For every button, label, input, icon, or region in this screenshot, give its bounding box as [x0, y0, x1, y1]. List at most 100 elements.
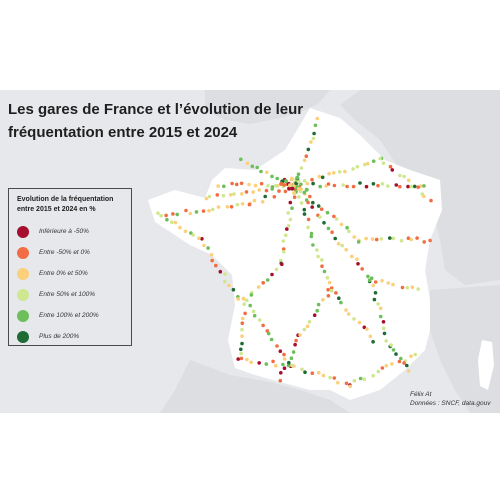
- station-dot: [416, 185, 421, 189]
- station-dot: [315, 308, 320, 313]
- map-title: Les gares de France et l’évolution de le…: [8, 101, 304, 141]
- station-dot: [287, 360, 291, 365]
- station-dot: [368, 334, 373, 339]
- station-dot: [244, 190, 249, 194]
- station-dot: [326, 287, 330, 292]
- station-dot: [247, 202, 252, 207]
- station-dot: [303, 370, 307, 375]
- station-dot: [211, 207, 215, 212]
- station-dot: [261, 323, 265, 328]
- station-dot: [271, 359, 275, 364]
- station-dot: [381, 320, 386, 324]
- station-dot: [365, 161, 370, 166]
- station-dot: [292, 191, 297, 196]
- station-dot: [334, 291, 338, 295]
- station-dot: [288, 200, 293, 205]
- station-dot: [407, 178, 411, 183]
- station-dot: [351, 184, 356, 189]
- station-dot: [339, 222, 344, 227]
- legend-label: Plus de 200%: [39, 333, 80, 340]
- station-dot: [352, 317, 356, 321]
- station-dot: [277, 189, 281, 193]
- station-dot: [310, 177, 314, 182]
- station-dot: [299, 166, 304, 170]
- station-dot: [394, 183, 399, 187]
- station-dot: [281, 362, 285, 367]
- station-dot: [300, 367, 304, 372]
- station-dot: [231, 287, 236, 292]
- station-dot: [386, 281, 391, 285]
- station-dot: [251, 309, 256, 314]
- station-dot: [230, 181, 234, 186]
- station-dot: [207, 194, 212, 199]
- station-dot: [209, 253, 214, 257]
- station-dot: [316, 254, 320, 259]
- station-dot: [201, 209, 206, 213]
- credits-source: Données : SNCF, data.gouv: [410, 400, 491, 407]
- stations-layer: [156, 116, 433, 389]
- station-dot: [251, 190, 255, 194]
- legend-swatch: [17, 309, 29, 322]
- station-dot: [159, 213, 163, 218]
- station-dot: [282, 366, 287, 371]
- station-dot: [326, 294, 331, 298]
- station-dot: [321, 298, 325, 302]
- station-dot: [269, 337, 274, 342]
- station-dot: [311, 243, 315, 247]
- station-dot: [293, 342, 297, 347]
- station-dot: [302, 327, 307, 332]
- station-dot: [165, 217, 169, 222]
- station-dot: [278, 378, 283, 383]
- station-dot: [409, 184, 414, 189]
- station-dot: [339, 300, 343, 305]
- station-dot: [202, 243, 206, 248]
- station-dot: [240, 321, 245, 325]
- station-dot: [280, 262, 284, 266]
- station-dot: [297, 187, 301, 191]
- station-dot: [355, 164, 360, 169]
- station-dot: [313, 123, 318, 128]
- station-dot: [312, 131, 316, 136]
- station-dot: [350, 254, 354, 259]
- station-dot: [322, 221, 326, 225]
- station-dot: [273, 363, 278, 368]
- station-dot: [270, 174, 274, 179]
- station-dot: [416, 287, 421, 291]
- station-dot: [373, 280, 378, 284]
- station-dot: [340, 243, 345, 248]
- station-dot: [372, 297, 377, 302]
- station-dot: [352, 235, 357, 239]
- station-dot: [156, 211, 160, 215]
- station-dot: [207, 209, 211, 213]
- station-dot: [287, 186, 292, 191]
- station-dot: [336, 380, 340, 385]
- station-dot: [356, 240, 361, 244]
- legend-label: Entre 100% et 200%: [39, 312, 99, 319]
- station-dot: [298, 333, 302, 337]
- station-dot: [266, 184, 270, 188]
- station-dot: [191, 233, 195, 237]
- station-dot: [332, 376, 337, 380]
- station-dot: [398, 173, 402, 178]
- station-dot: [391, 236, 396, 241]
- station-dot: [263, 194, 268, 199]
- station-dot: [378, 156, 383, 161]
- station-dot: [302, 207, 307, 212]
- station-dot: [429, 198, 433, 203]
- station-dot: [302, 179, 307, 183]
- station-dot: [200, 237, 204, 241]
- station-dot: [257, 361, 262, 365]
- station-dot: [256, 285, 261, 289]
- station-dot: [253, 183, 258, 188]
- station-dot: [297, 195, 301, 199]
- station-dot: [360, 267, 365, 271]
- station-dot: [296, 172, 301, 176]
- station-dot: [252, 313, 257, 318]
- station-dot: [319, 207, 324, 211]
- station-dot: [326, 226, 331, 231]
- legend: Evolution de la fréquentation entre 2015…: [8, 188, 132, 346]
- station-dot: [325, 210, 330, 215]
- station-dot: [282, 183, 287, 187]
- station-dot: [399, 356, 403, 361]
- station-dot: [216, 205, 221, 209]
